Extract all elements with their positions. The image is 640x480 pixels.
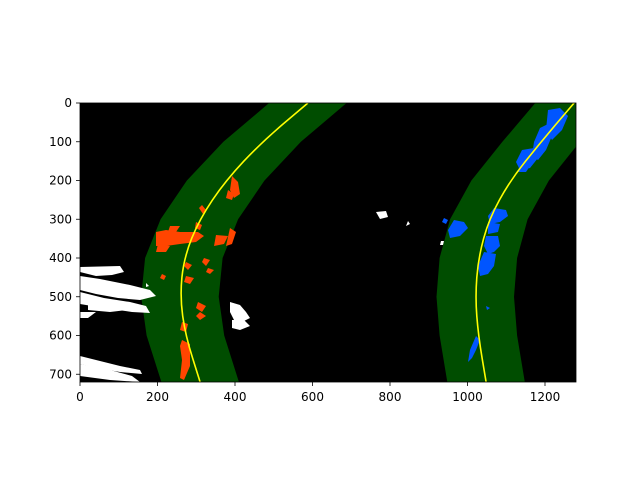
y-tick-label: 600 <box>49 329 72 343</box>
axes-frame <box>79 102 577 383</box>
x-tick-label: 400 <box>224 390 247 404</box>
right-lane-fit-line <box>475 103 575 382</box>
y-tick-label: 0 <box>64 96 72 110</box>
x-tick-label: 0 <box>76 390 84 404</box>
x-tick-label: 1200 <box>530 390 561 404</box>
y-axis: 0 100 200 300 400 500 600 700 <box>49 96 80 381</box>
y-tick-label: 300 <box>49 212 72 226</box>
right-lane-search-window <box>436 103 576 382</box>
x-tick-label: 800 <box>379 390 402 404</box>
x-tick-label: 200 <box>146 390 169 404</box>
y-tick-label: 200 <box>49 174 72 188</box>
y-tick-label: 500 <box>49 290 72 304</box>
y-tick-label: 400 <box>49 251 72 265</box>
x-tick-label: 1000 <box>452 390 483 404</box>
x-axis: 0 200 400 600 800 1000 1200 <box>76 382 560 404</box>
y-tick-label: 700 <box>49 367 72 381</box>
left-lane-pixels <box>156 176 240 380</box>
x-tick-label: 600 <box>301 390 324 404</box>
left-lane-search-window <box>141 103 347 382</box>
y-tick-label: 100 <box>49 135 72 149</box>
white-detections <box>80 211 444 382</box>
left-lane-fit-line <box>180 103 309 382</box>
